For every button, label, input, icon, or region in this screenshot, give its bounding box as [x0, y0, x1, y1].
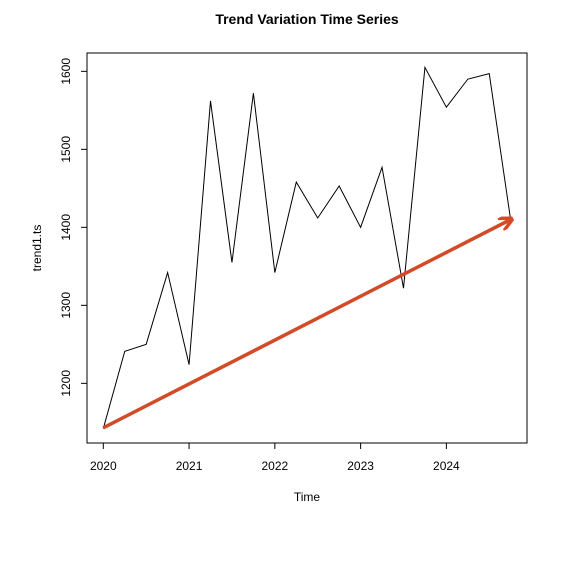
x-tick-label: 2024: [433, 459, 460, 473]
y-tick-label: 1300: [59, 292, 73, 319]
x-tick-label: 2020: [90, 459, 117, 473]
x-tick-label: 2023: [347, 459, 374, 473]
x-tick-label: 2021: [176, 459, 203, 473]
plot-box: [86, 52, 528, 444]
chart-title: Trend Variation Time Series: [215, 11, 399, 27]
x-axis-label: Time: [294, 490, 321, 504]
y-tick-label: 1400: [59, 214, 73, 241]
y-tick-label: 1600: [59, 58, 73, 85]
x-tick-label: 2022: [261, 459, 288, 473]
y-axis-label: trend1.ts: [30, 225, 44, 272]
y-tick-label: 1500: [59, 136, 73, 163]
series-line: [102, 65, 512, 429]
y-tick-label: 1200: [59, 370, 73, 397]
trend-arrow: [102, 220, 510, 430]
